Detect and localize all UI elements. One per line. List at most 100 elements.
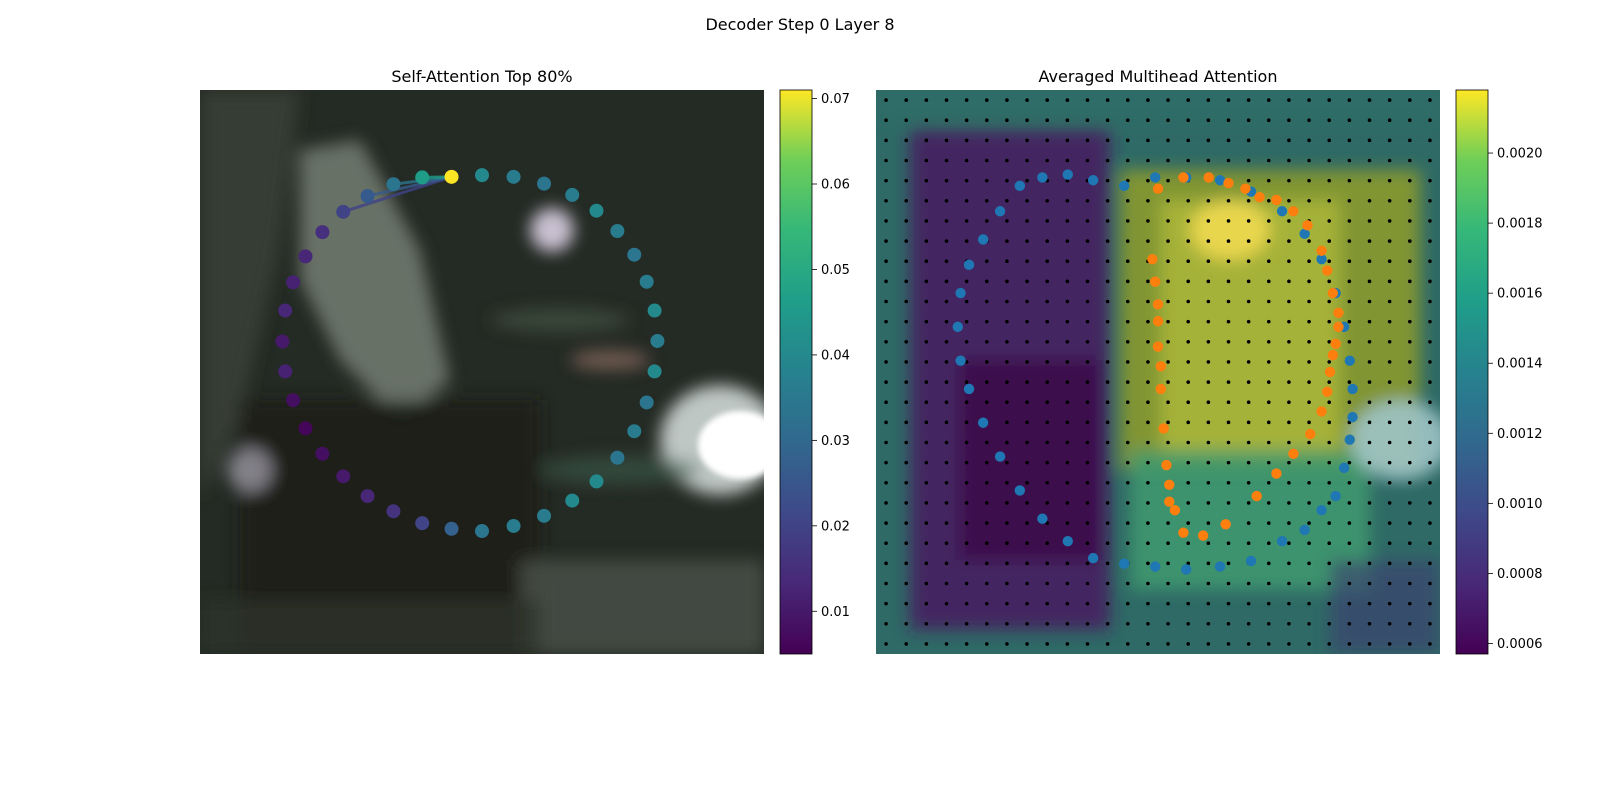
- blue-contour-point: [1149, 561, 1161, 572]
- grid-point: [984, 621, 989, 626]
- grid-point: [1287, 440, 1291, 445]
- grid-point: [924, 198, 929, 203]
- grid-point: [904, 400, 909, 405]
- grid-point: [1327, 279, 1332, 284]
- grid-point: [1045, 219, 1050, 223]
- grid-point: [944, 198, 949, 203]
- grid-point: [944, 581, 949, 586]
- blue-contour-point: [1299, 228, 1310, 240]
- grid-point: [884, 400, 888, 405]
- grid-point: [924, 561, 929, 566]
- orange-contour-point: [1240, 183, 1251, 194]
- grid-point: [1407, 158, 1412, 163]
- grid-point: [1206, 480, 1211, 485]
- grid-point: [1125, 420, 1130, 425]
- grid-point: [1266, 219, 1271, 223]
- right-colorbar-gradient: [1455, 89, 1489, 655]
- grid-point: [1307, 319, 1311, 324]
- grid-point: [1085, 279, 1090, 284]
- grid-point: [1146, 339, 1150, 344]
- grid-point: [944, 98, 949, 102]
- left-colorbar: 0.01 0.02 0.03 0.04 0.05 0.06 0.07: [779, 89, 850, 655]
- right-panel-title: Averaged Multihead Attention: [1039, 67, 1278, 86]
- grid-point: [1246, 98, 1251, 102]
- attention-point: [360, 489, 375, 504]
- grid-point: [1266, 380, 1271, 384]
- orange-contour-point: [1164, 496, 1175, 507]
- grid-point: [1327, 239, 1332, 243]
- grid-point: [1166, 178, 1170, 183]
- grid-point: [1166, 541, 1170, 546]
- grid-point: [1266, 339, 1271, 344]
- grid-point: [1166, 279, 1170, 284]
- grid-point: [1005, 259, 1009, 264]
- grid-point: [944, 440, 949, 445]
- grid-point: [984, 98, 989, 102]
- grid-point: [1125, 98, 1130, 102]
- grid-point: [1307, 118, 1311, 123]
- grid-point: [1186, 239, 1191, 243]
- grid-point: [984, 158, 989, 163]
- grid-point: [1166, 319, 1170, 324]
- grid-point: [1407, 360, 1412, 364]
- grid-point: [1226, 420, 1231, 425]
- grid-point: [904, 339, 909, 344]
- grid-point: [904, 460, 909, 465]
- blue-contour-point: [1118, 558, 1130, 569]
- grid-point: [1367, 259, 1372, 264]
- grid-point: [1085, 521, 1090, 525]
- grid-point: [1307, 460, 1311, 465]
- grid-point: [924, 219, 929, 223]
- grid-point: [1266, 521, 1271, 525]
- grid-point: [1045, 299, 1050, 304]
- grid-point: [1206, 380, 1211, 384]
- grid-point: [1367, 138, 1372, 143]
- grid-point: [1186, 198, 1191, 203]
- grid-point: [1206, 420, 1211, 425]
- grid-point: [1045, 118, 1050, 123]
- grid-point: [944, 601, 949, 606]
- grid-point: [1166, 239, 1170, 243]
- grid-point: [1105, 279, 1110, 284]
- grid-point: [1206, 259, 1211, 264]
- grid-point: [1246, 239, 1251, 243]
- grid-point: [1166, 118, 1170, 123]
- grid-point: [1266, 621, 1271, 626]
- grid-point: [1266, 259, 1271, 264]
- attention-line: [342, 175, 453, 214]
- grid-point: [1327, 319, 1332, 324]
- grid-point: [1025, 259, 1029, 264]
- grid-point: [1065, 480, 1070, 485]
- grid-point: [1045, 259, 1050, 264]
- blue-contour-point: [1118, 180, 1130, 192]
- grid-point: [1045, 198, 1050, 203]
- grid-point: [1065, 601, 1070, 606]
- grid-point: [1045, 360, 1050, 364]
- grid-point: [964, 178, 969, 183]
- grid-point: [924, 581, 929, 586]
- grid-point: [964, 480, 969, 485]
- grid-point: [1246, 420, 1251, 425]
- grid-point: [1327, 380, 1332, 384]
- grid-point: [1287, 198, 1291, 203]
- grid-point: [904, 521, 909, 525]
- grid-point: [964, 138, 969, 143]
- colorbar-tick-label: 0.0008: [1497, 567, 1543, 582]
- blue-contour-point: [1338, 462, 1350, 474]
- grid-point: [1246, 480, 1251, 485]
- grid-point: [1105, 642, 1110, 646]
- grid-point: [1045, 380, 1050, 384]
- grid-point: [1226, 621, 1231, 626]
- blue-contour-point: [994, 451, 1006, 462]
- grid-point: [1065, 239, 1070, 243]
- grid-point: [1307, 541, 1311, 546]
- grid-point: [1407, 219, 1412, 223]
- grid-point: [1226, 501, 1231, 505]
- grid-point: [1287, 118, 1291, 123]
- right-grid-points: [884, 98, 1432, 646]
- grid-point: [1146, 219, 1150, 223]
- orange-contour-point: [1158, 423, 1169, 434]
- grid-point: [1266, 138, 1271, 143]
- orange-contour-point: [1155, 383, 1167, 395]
- grid-point: [1287, 259, 1291, 264]
